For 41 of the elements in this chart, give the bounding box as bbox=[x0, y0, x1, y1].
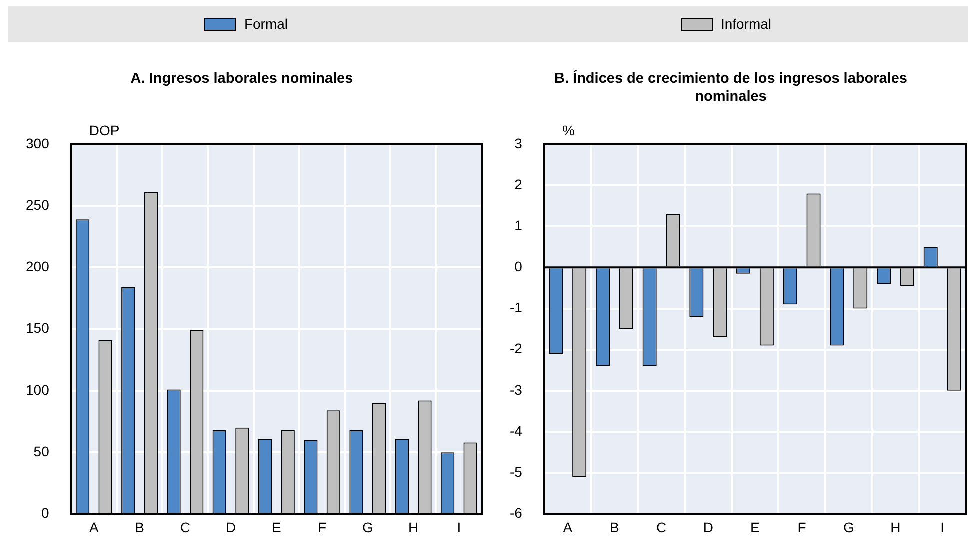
legend-label: Formal bbox=[244, 16, 288, 32]
y-tick-label: 50 bbox=[34, 443, 50, 460]
y-tick-label: -4 bbox=[510, 422, 523, 439]
x-tick-label: H bbox=[890, 519, 901, 536]
y-axis-title: DOP bbox=[89, 122, 120, 138]
y-tick-label: 150 bbox=[26, 320, 50, 336]
y-tick-label: 200 bbox=[26, 258, 50, 275]
x-tick-label: C bbox=[656, 519, 667, 536]
x-tick-label: C bbox=[180, 519, 190, 536]
legend-label: Informal bbox=[720, 16, 772, 32]
x-tick-label: G bbox=[843, 519, 854, 536]
chart-title: A. Ingresos laborales nominales bbox=[130, 70, 354, 89]
y-tick-label: 2 bbox=[514, 176, 523, 192]
y-axis-title: % bbox=[562, 122, 575, 138]
x-tick-label: E bbox=[750, 519, 760, 536]
x-tick-label: F bbox=[798, 519, 806, 536]
y-tick-label: -6 bbox=[510, 505, 523, 522]
y-tick-label: -2 bbox=[510, 340, 523, 357]
x-tick-label: G bbox=[362, 519, 374, 536]
y-tick-label: 100 bbox=[26, 382, 50, 398]
x-tick-label: E bbox=[272, 519, 282, 536]
x-tick-label: B bbox=[135, 519, 144, 536]
x-tick-label: D bbox=[226, 519, 236, 536]
y-tick-label: 250 bbox=[26, 196, 50, 213]
y-tick-label: -1 bbox=[510, 300, 523, 316]
x-tick-label: I bbox=[457, 519, 462, 536]
x-tick-label: I bbox=[940, 519, 945, 536]
x-tick-label: D bbox=[703, 519, 714, 536]
y-tick-label: 3 bbox=[514, 135, 523, 152]
y-tick-label: 300 bbox=[26, 135, 50, 152]
chart-title: B. Índices de crecimiento de los ingresos laborales nominales bbox=[554, 69, 908, 107]
y-tick-label: 0 bbox=[42, 505, 50, 522]
y-tick-label: -5 bbox=[510, 464, 523, 480]
x-tick-label: A bbox=[563, 519, 574, 536]
x-tick-label: A bbox=[90, 519, 100, 536]
y-tick-label: -3 bbox=[510, 382, 523, 398]
x-tick-label: H bbox=[408, 519, 419, 536]
x-tick-label: F bbox=[318, 519, 327, 536]
y-tick-label: 0 bbox=[514, 258, 523, 275]
x-tick-label: B bbox=[610, 519, 620, 536]
y-tick-label: 1 bbox=[514, 217, 523, 234]
